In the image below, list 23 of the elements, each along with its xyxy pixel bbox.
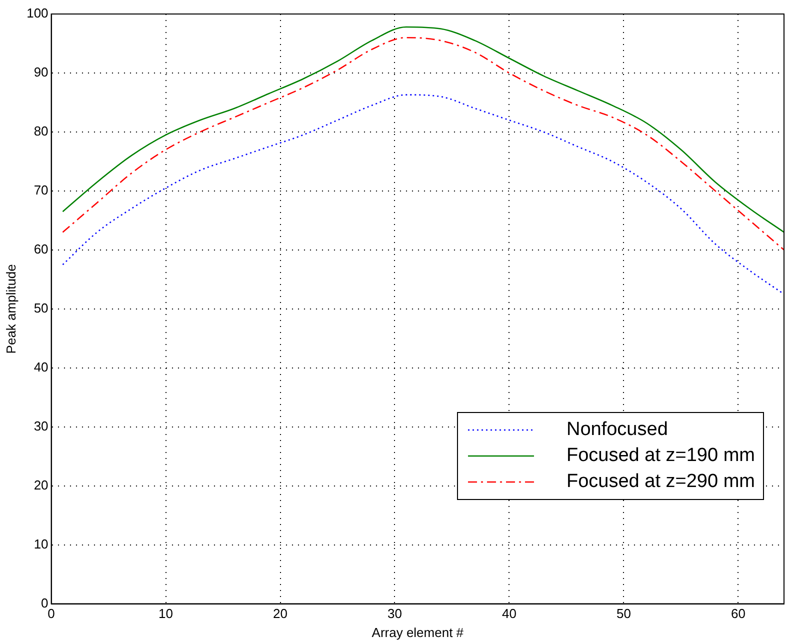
legend-label: Nonfocused bbox=[566, 418, 668, 442]
y-tick-label: 100 bbox=[26, 6, 48, 21]
x-tick-label: 20 bbox=[273, 606, 288, 622]
legend-label: Focused at z=190 mm bbox=[566, 444, 755, 468]
y-tick-label: 60 bbox=[34, 242, 48, 256]
y-tick-label: 20 bbox=[34, 477, 48, 492]
y-tick-label: 50 bbox=[34, 300, 48, 316]
x-tick-label: 50 bbox=[616, 606, 631, 622]
y-tick-label: 0 bbox=[41, 595, 48, 610]
y-tick-label: 90 bbox=[34, 64, 48, 80]
legend-label: Focused at z=290 mm bbox=[566, 470, 755, 494]
y-tick-label: 80 bbox=[34, 124, 48, 139]
y-tick-label: 70 bbox=[34, 182, 48, 198]
y-tick-label: 10 bbox=[34, 536, 48, 552]
y-axis-title: Peak amplitude bbox=[3, 264, 18, 354]
y-tick-label: 40 bbox=[34, 359, 48, 374]
y-tick-label: 30 bbox=[34, 418, 48, 434]
x-tick-label: 10 bbox=[158, 606, 174, 622]
x-axis-title: Array element # bbox=[372, 624, 464, 640]
line-series bbox=[62, 94, 784, 295]
x-tick-label: 40 bbox=[502, 606, 516, 622]
x-tick-label: 30 bbox=[388, 606, 402, 622]
x-tick-label: 60 bbox=[730, 606, 746, 622]
